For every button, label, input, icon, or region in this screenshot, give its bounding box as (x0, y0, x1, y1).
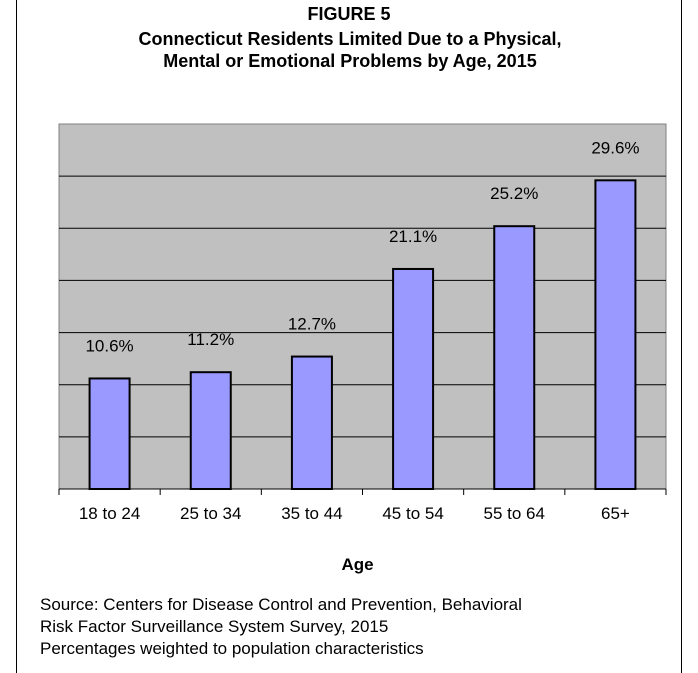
data-label: 21.1% (389, 227, 437, 246)
data-label: 29.6% (591, 138, 639, 157)
plot-area (58, 123, 667, 490)
source-line: Risk Factor Surveillance System Survey, … (40, 617, 389, 636)
bar (189, 371, 232, 491)
x-axis: 18 to 24 25 to 34 35 to 44 45 to 54 55 to 64… (58, 488, 667, 523)
data-label: 11.2% (187, 330, 234, 349)
gridlines (59, 175, 666, 438)
bar (493, 225, 536, 490)
source-line: Source: Centers for Disease Control and … (40, 595, 522, 614)
x-tick-label: 65+ (601, 504, 630, 523)
figure-frame: FIGURE 5 Connecticut Residents Limited D… (16, 0, 682, 673)
data-label: 12.7% (288, 315, 336, 334)
bar (392, 267, 435, 491)
bar (594, 179, 637, 490)
bar-chart: 10.6% 11.2% 12.7% 21.1% 25.2% 29.6% 18 to 24 2… (58, 123, 667, 574)
bar (88, 377, 131, 491)
x-tick-label: 25 to 34 (180, 504, 241, 523)
x-tick-label: 55 to 64 (484, 504, 545, 523)
data-label: 25.2% (490, 184, 538, 203)
source-line: Percentages weighted to population chara… (40, 639, 424, 658)
data-label: 10.6% (85, 336, 133, 355)
x-tick-label: 35 to 44 (281, 504, 342, 523)
data-labels: 10.6% 11.2% 12.7% 21.1% 25.2% 29.6% (85, 138, 639, 355)
x-axis-title: Age (341, 555, 373, 574)
figure-label: FIGURE 5 (307, 4, 391, 24)
chart-title: Connecticut Residents Limited Due to a P… (138, 29, 562, 71)
x-tick-label: 18 to 24 (79, 504, 140, 523)
x-tick-label: 45 to 54 (382, 504, 443, 523)
source-note: Source: Centers for Disease Control and … (40, 594, 670, 660)
bar (290, 355, 333, 490)
